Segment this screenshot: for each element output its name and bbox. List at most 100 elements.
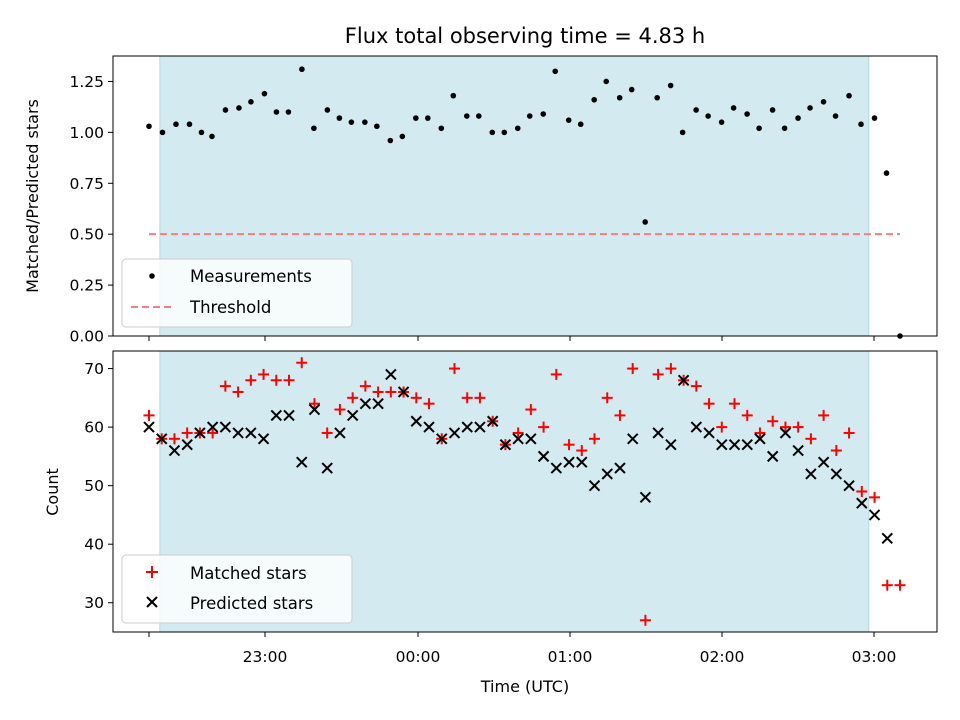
top-y-axis-label: Matched/Predicted stars bbox=[23, 99, 42, 293]
top-y-tick-label: 1.00 bbox=[69, 124, 104, 142]
measurement-point bbox=[756, 125, 762, 132]
matched-star-point bbox=[474, 392, 486, 404]
measurement-point bbox=[438, 125, 445, 132]
matched-star-point bbox=[512, 427, 524, 439]
predicted-star-point bbox=[219, 421, 232, 433]
measurement-point bbox=[769, 107, 776, 113]
predicted-star-point bbox=[156, 433, 168, 445]
matched-star-point bbox=[270, 374, 282, 386]
measurement-point bbox=[693, 107, 699, 113]
measurement-point bbox=[781, 125, 788, 132]
matched-star-point bbox=[525, 404, 537, 416]
x-tick-label: 00:00 bbox=[396, 648, 441, 666]
measurement-point bbox=[146, 123, 152, 130]
matched-star-point bbox=[296, 357, 308, 369]
measurement-point bbox=[540, 111, 547, 117]
top-y-tick-label: 1.25 bbox=[69, 73, 104, 91]
matched-star-point bbox=[283, 374, 295, 386]
bottom-y-tick-label: 40 bbox=[84, 536, 104, 554]
predicted-star-point bbox=[525, 433, 537, 445]
measurement-point bbox=[667, 82, 674, 89]
predicted-star-point bbox=[830, 468, 843, 480]
top-y-tick-label: 0.25 bbox=[69, 277, 104, 295]
predicted-star-point bbox=[805, 468, 817, 480]
measurement-point bbox=[261, 90, 268, 97]
bottom-marks bbox=[143, 357, 906, 626]
measurement-point bbox=[679, 129, 686, 136]
predicted-star-point bbox=[601, 468, 613, 480]
bottom-panel: 30 40 50 60 70 23:00 00:00 01:00 02:00 03:00 Cou… bbox=[43, 350, 938, 696]
measurement-point bbox=[236, 105, 242, 111]
matched-star-point bbox=[843, 427, 855, 439]
matched-star-point bbox=[219, 380, 231, 392]
matched-star-point bbox=[805, 433, 817, 445]
top-y-tick-label: 0.75 bbox=[69, 175, 104, 193]
matched-star-point bbox=[181, 427, 193, 439]
legend-matched-label: Matched stars bbox=[190, 564, 307, 583]
matched-star-point bbox=[461, 392, 473, 404]
matched-star-point bbox=[232, 386, 244, 398]
matched-star-point bbox=[869, 491, 881, 503]
measurement-point bbox=[348, 119, 355, 125]
matched-star-point bbox=[589, 433, 601, 445]
measurement-point bbox=[475, 113, 482, 119]
measurement-point bbox=[425, 115, 431, 121]
predicted-star-point bbox=[270, 409, 282, 422]
measurement-point bbox=[374, 123, 380, 130]
predicted-star-point bbox=[868, 509, 881, 521]
measurement-point bbox=[603, 78, 609, 85]
predicted-star-point bbox=[665, 438, 677, 451]
matched-star-point bbox=[601, 392, 613, 404]
predicted-star-point bbox=[499, 438, 512, 451]
matched-star-point bbox=[359, 380, 371, 392]
matched-star-point bbox=[754, 427, 766, 439]
matched-star-point bbox=[627, 363, 639, 375]
matched-star-point bbox=[538, 421, 550, 433]
predicted-star-point bbox=[194, 427, 206, 439]
measurement-point bbox=[159, 129, 166, 136]
matched-star-point bbox=[321, 427, 333, 439]
predicted-star-point bbox=[512, 433, 524, 445]
measurement-point bbox=[642, 219, 648, 225]
matched-star-point bbox=[614, 409, 626, 421]
predicted-star-point bbox=[308, 403, 321, 416]
predicted-star-point bbox=[181, 438, 193, 451]
predicted-star-point bbox=[206, 421, 219, 433]
predicted-star-point bbox=[334, 427, 346, 439]
measurement-point bbox=[807, 105, 813, 111]
matched-star-point bbox=[703, 398, 715, 410]
predicted-star-point bbox=[232, 427, 244, 439]
predicted-star-point bbox=[754, 433, 766, 445]
predicted-star-point bbox=[296, 456, 308, 468]
matched-star-point bbox=[741, 409, 753, 421]
predicted-star-point bbox=[410, 415, 423, 427]
predicted-star-point bbox=[843, 479, 855, 492]
x-axis-label: Time (UTC) bbox=[480, 677, 569, 696]
matched-star-point bbox=[652, 368, 664, 380]
top-panel: 0.00 0.25 0.50 0.75 1.00 1.25 Matched/Predict… bbox=[23, 55, 938, 346]
measurement-point bbox=[628, 86, 635, 93]
predicted-star-point bbox=[792, 444, 804, 457]
measurement-point bbox=[795, 115, 801, 121]
measurement-point bbox=[718, 119, 725, 125]
predicted-star-point bbox=[652, 427, 664, 439]
predicted-star-point bbox=[448, 427, 461, 439]
measurement-point bbox=[222, 107, 229, 113]
predicted-star-point bbox=[716, 438, 728, 451]
measurement-point bbox=[501, 129, 508, 136]
predicted-star-point bbox=[677, 374, 690, 386]
predicted-star-point bbox=[283, 409, 295, 422]
matched-star-point bbox=[168, 433, 180, 445]
legend-predicted-marker bbox=[146, 596, 158, 608]
matched-star-point bbox=[385, 386, 397, 398]
predicted-star-point bbox=[385, 368, 397, 381]
legend-matched-marker bbox=[146, 566, 158, 578]
measurement-point bbox=[846, 92, 852, 99]
predicted-star-point bbox=[245, 427, 257, 439]
legend-predicted-label: Predicted stars bbox=[190, 594, 313, 613]
predicted-star-point bbox=[321, 462, 333, 474]
measurement-point bbox=[463, 113, 470, 119]
chart-title: Flux total observing time = 4.83 h bbox=[345, 24, 705, 48]
matched-star-point bbox=[665, 363, 677, 375]
measurement-point bbox=[413, 115, 419, 121]
